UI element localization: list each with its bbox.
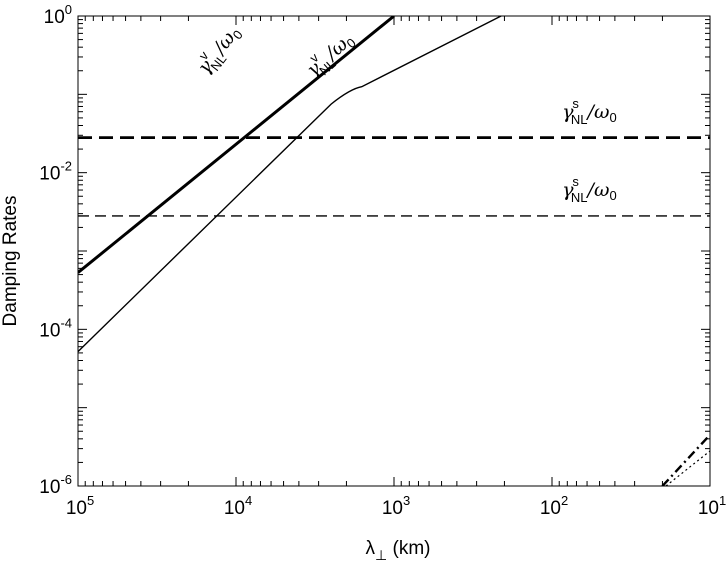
plot-frame	[77, 15, 711, 487]
curve-label: γvNL/ω0	[299, 25, 360, 85]
x-axis-label-main: λ	[366, 538, 376, 559]
x-tick-label: 104	[224, 493, 252, 519]
x-tick-label: 103	[382, 493, 410, 519]
y-tick-label: 10-2	[39, 159, 72, 185]
y-axis-label: Damping Rates	[0, 196, 21, 327]
series-line	[665, 450, 710, 486]
x-axis-label-sub: ⊥	[375, 547, 387, 562]
x-axis-label-unit: (km)	[387, 538, 430, 559]
y-tick-label: 100	[44, 2, 72, 28]
x-tick-label: 102	[540, 493, 568, 519]
x-tick-label: 105	[66, 493, 94, 519]
series-line	[661, 434, 710, 486]
series-line	[78, 16, 502, 353]
x-axis-label: λ⊥ (km)	[366, 538, 431, 562]
series-line	[78, 16, 395, 274]
curve-label: γs NL/ω0	[562, 96, 617, 127]
x-tick-label: 101	[698, 493, 726, 519]
y-tick-label: 10-6	[39, 472, 72, 498]
y-tick-label: 10-4	[39, 315, 72, 341]
curve-label: γvNL/ω0	[189, 19, 247, 81]
curve-label: γs NL/ω0	[562, 174, 617, 205]
